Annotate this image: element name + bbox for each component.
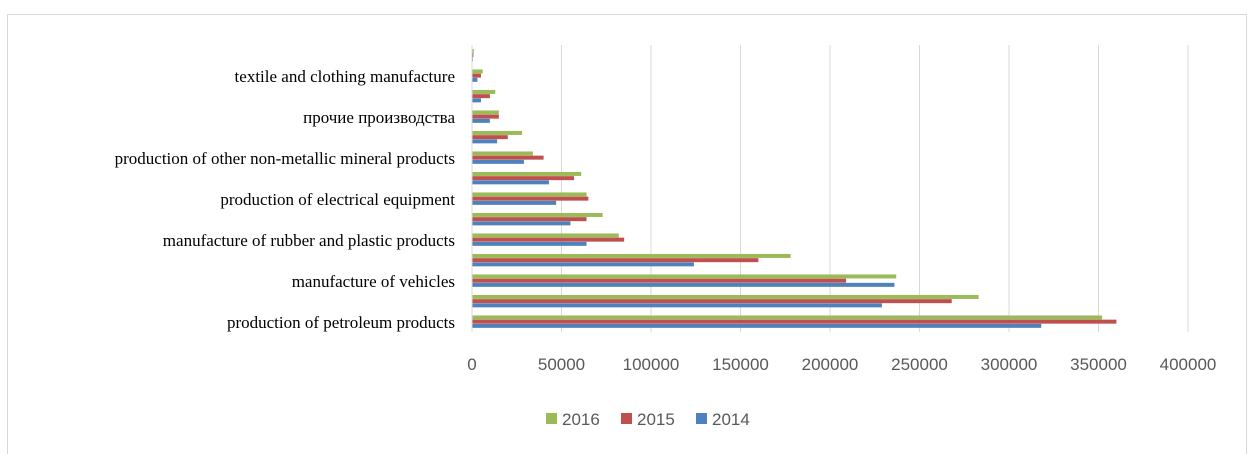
bar-2016-2 bbox=[472, 274, 897, 279]
bar-2016-10 bbox=[472, 110, 499, 115]
bar-2015-13 bbox=[472, 53, 474, 58]
bar-2014-1 bbox=[472, 303, 882, 308]
category-label: прочие производства bbox=[303, 108, 455, 127]
category-label: manufacture of vehicles bbox=[292, 272, 455, 291]
bar-2014-5 bbox=[472, 221, 571, 226]
bar-2014-6 bbox=[472, 200, 557, 205]
category-label: textile and clothing manufacture bbox=[235, 67, 455, 86]
category-label: production of petroleum products bbox=[227, 313, 455, 332]
bar-2015-2 bbox=[472, 278, 847, 283]
bar-2016-13 bbox=[472, 48, 474, 53]
bar-2016-12 bbox=[472, 69, 483, 74]
bar-2014-3 bbox=[472, 262, 694, 267]
bar-2015-5 bbox=[472, 217, 587, 222]
bar-2016-9 bbox=[472, 130, 523, 135]
x-tick-label: 200000 bbox=[802, 355, 859, 374]
bar-2014-12 bbox=[472, 77, 478, 82]
legend-label-2016: 2016 bbox=[562, 410, 600, 429]
bar-2014-8 bbox=[472, 159, 524, 164]
legend-swatch-2014 bbox=[696, 413, 707, 424]
bar-2014-7 bbox=[472, 180, 549, 185]
bar-2016-1 bbox=[472, 294, 979, 299]
legend-swatch-2015 bbox=[621, 413, 632, 424]
bar-2014-11 bbox=[472, 98, 481, 103]
bar-2015-11 bbox=[472, 94, 490, 99]
bar-2015-6 bbox=[472, 196, 589, 201]
x-tick-label: 250000 bbox=[891, 355, 948, 374]
bar-2014-2 bbox=[472, 282, 895, 287]
legend-label-2015: 2015 bbox=[637, 410, 675, 429]
bar-2015-9 bbox=[472, 135, 508, 140]
bar-2014-0 bbox=[472, 323, 1042, 328]
bar-2016-8 bbox=[472, 151, 533, 156]
category-label: production of electrical equipment bbox=[220, 190, 455, 209]
bar-2016-11 bbox=[472, 89, 496, 94]
bar-2016-4 bbox=[472, 233, 619, 238]
bar-2015-12 bbox=[472, 73, 481, 78]
bar-2016-0 bbox=[472, 315, 1103, 320]
bar-2014-9 bbox=[472, 139, 498, 144]
bar-2015-10 bbox=[472, 114, 499, 119]
category-label: production of other non-metallic mineral… bbox=[115, 149, 455, 168]
legend-swatch-2016 bbox=[546, 413, 557, 424]
x-tick-label: 50000 bbox=[538, 355, 585, 374]
bar-2014-10 bbox=[472, 118, 490, 123]
legend-label-2014: 2014 bbox=[712, 410, 750, 429]
bars bbox=[472, 48, 1117, 328]
bar-2014-4 bbox=[472, 241, 587, 246]
x-tick-label: 100000 bbox=[623, 355, 680, 374]
x-tick-label: 400000 bbox=[1160, 355, 1217, 374]
bar-2016-6 bbox=[472, 192, 587, 197]
bar-2015-4 bbox=[472, 237, 625, 242]
bar-2015-7 bbox=[472, 176, 575, 181]
bar-2016-3 bbox=[472, 253, 791, 258]
bar-2016-5 bbox=[472, 212, 603, 217]
bar-2015-0 bbox=[472, 319, 1117, 324]
x-tick-label: 150000 bbox=[712, 355, 769, 374]
x-tick-label: 300000 bbox=[981, 355, 1038, 374]
x-tick-labels: 0 50000 100000 150000 200000 250000 300000 3500… bbox=[467, 355, 1216, 374]
bar-2015-3 bbox=[472, 258, 759, 263]
bar-2015-8 bbox=[472, 155, 544, 160]
category-labels: production of petroleum products manufact… bbox=[115, 67, 456, 332]
x-tick-label: 350000 bbox=[1070, 355, 1127, 374]
x-tick-label: 0 bbox=[467, 355, 476, 374]
category-label: manufacture of rubber and plastic produc… bbox=[163, 231, 455, 250]
legend: 2016 2015 2014 bbox=[546, 410, 750, 429]
gridlines bbox=[561, 45, 1189, 332]
bar-2015-1 bbox=[472, 299, 952, 304]
bar-2016-7 bbox=[472, 171, 582, 176]
chart-frame bbox=[7, 14, 1247, 454]
